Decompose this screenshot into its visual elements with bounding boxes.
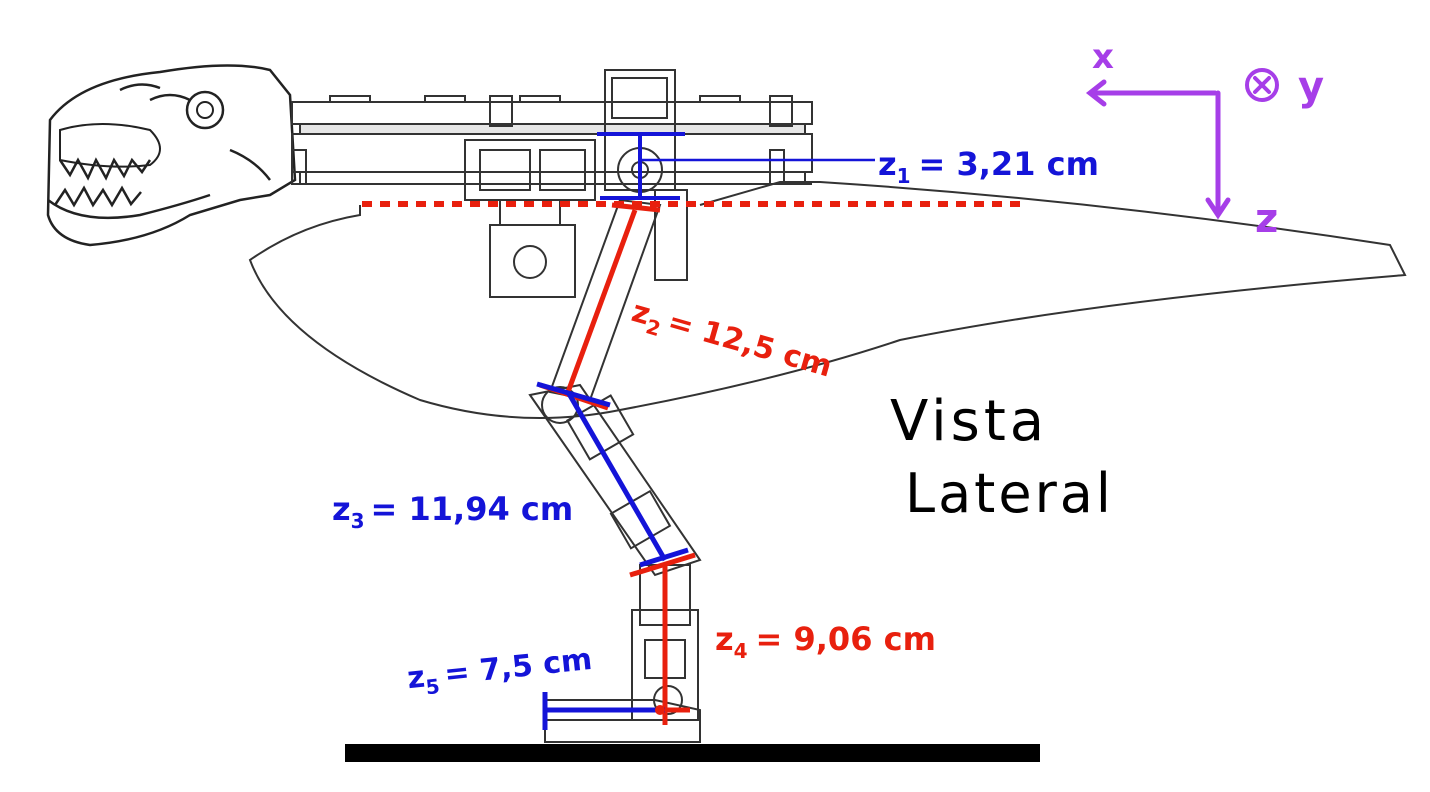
svg-text:z4= 9,06 cm: z4 = 9,06 cm — [715, 620, 936, 663]
y-axis-label: y — [1298, 64, 1324, 110]
title-line-2: Lateral — [905, 462, 1114, 525]
z3-subscript: 3 — [351, 509, 365, 533]
svg-text:z1= 3,21 cm: z1 = 3,21 cm — [878, 145, 1099, 188]
z1-value: = 3,21 cm — [919, 145, 1099, 183]
z4-symbol: z — [715, 620, 734, 658]
label-z4: z4 = 9,06 cm — [715, 620, 936, 663]
z4-value: = 9,06 cm — [756, 620, 936, 658]
z2-value: = 12,5 cm — [664, 304, 836, 384]
joint-dot — [655, 705, 665, 715]
svg-text:z5= 7,5 cm: z5= 7,5 cm — [406, 642, 595, 701]
linear-rail-mechanism — [291, 69, 813, 298]
label-z3: z3 = 11,94 cm — [332, 490, 573, 533]
z4-subscript: 4 — [734, 639, 748, 663]
z1-subscript: 1 — [897, 164, 911, 188]
z-axis-label: z — [1255, 196, 1278, 242]
z5-subscript: 5 — [425, 674, 441, 699]
svg-text:z3= 11,94 cm: z3 = 11,94 cm — [332, 490, 573, 533]
coordinate-frame — [1085, 68, 1279, 220]
z5-symbol: z — [406, 660, 427, 697]
z3-dimension-lines — [536, 381, 689, 568]
z5-dimension-lines — [542, 692, 665, 730]
label-z2: z2= 12,5 cm — [626, 294, 836, 389]
z5-value: = 7,5 cm — [443, 642, 594, 692]
ground-plate — [345, 744, 1040, 762]
label-z5: z5= 7,5 cm — [406, 642, 595, 701]
z1-symbol: z — [878, 145, 897, 183]
trex-skull-drawing — [46, 64, 297, 247]
z1-dimension-lines — [597, 132, 875, 200]
svg-text:z2= 12,5 cm: z2= 12,5 cm — [626, 294, 836, 389]
z3-symbol: z — [332, 490, 351, 528]
trex-body-outline — [248, 181, 1407, 419]
label-z1: z1 = 3,21 cm — [878, 145, 1099, 188]
title-line-1: Vista — [890, 389, 1048, 454]
z3-value: = 11,94 cm — [371, 490, 574, 528]
z2-subscript: 2 — [643, 314, 663, 341]
x-axis-label: x — [1092, 37, 1114, 77]
